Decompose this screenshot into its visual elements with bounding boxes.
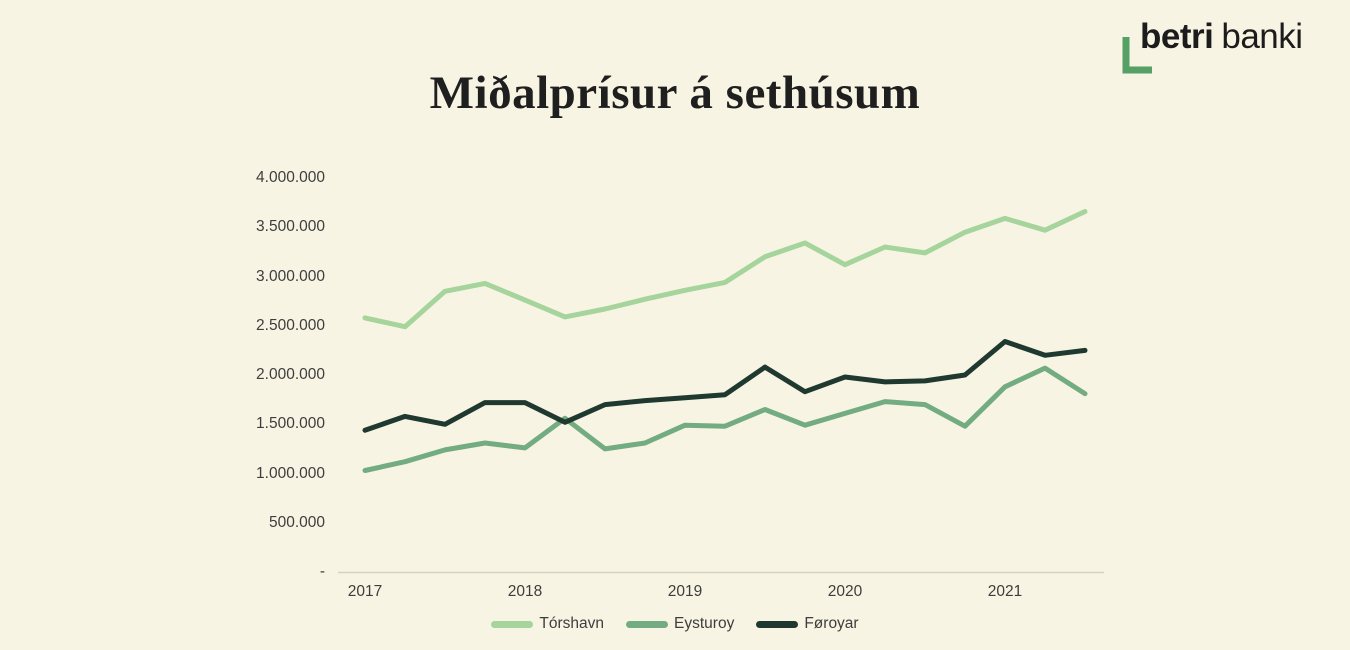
series-line-torshavn	[362, 209, 1088, 330]
legend-swatch-torshavn	[491, 620, 534, 628]
legend-swatch-eysturoy	[626, 620, 669, 628]
legend-label-foroyar: Føroyar	[804, 615, 859, 632]
legend-item-eysturoy: Eysturoy	[626, 615, 734, 633]
betri-banki-logo: betri banki	[1122, 16, 1303, 74]
logo-bracket-shape	[1122, 37, 1152, 74]
series-line-foroyar	[362, 339, 1088, 433]
series-line-eysturoy	[362, 365, 1088, 473]
legend-swatch-foroyar	[756, 620, 799, 628]
brand-word-banki: banki	[1221, 17, 1303, 56]
legend-item-torshavn: Tórshavn	[491, 615, 604, 633]
brand-word-betri: betri	[1140, 17, 1214, 56]
legend-label-torshavn: Tórshavn	[539, 615, 605, 632]
chart-title: Miðalprísur á sethúsum	[429, 67, 921, 119]
legend: Tórshavn Eysturoy Føroyar	[0, 615, 1350, 633]
legend-label-eysturoy: Eysturoy	[674, 615, 735, 632]
legend-item-foroyar: Føroyar	[756, 615, 859, 633]
betri-logo-mark-icon	[1122, 37, 1152, 74]
brand-name: betri banki	[1140, 16, 1303, 58]
